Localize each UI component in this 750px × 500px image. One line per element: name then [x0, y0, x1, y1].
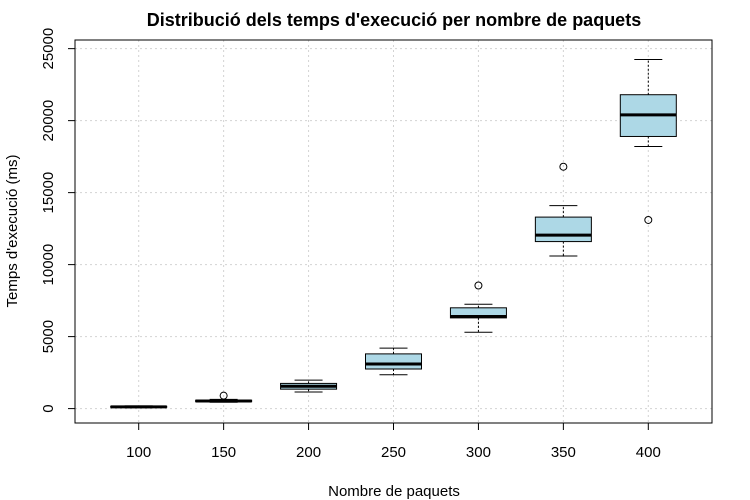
outlier-point — [559, 162, 568, 171]
y-tick-label: 20000 — [40, 100, 57, 142]
box-200 — [280, 379, 338, 393]
x-tick-label: 350 — [551, 444, 576, 461]
y-axis-label: Temps d'execució (ms) — [4, 155, 21, 308]
box-300 — [449, 281, 507, 333]
x-tick-label: 400 — [636, 444, 661, 461]
box-350 — [534, 162, 592, 257]
grid-lines — [75, 40, 712, 423]
x-tick-label: 100 — [126, 444, 151, 461]
outlier-point — [644, 215, 653, 224]
box-150 — [195, 391, 253, 403]
x-axis: 100 150 200 250 300 350 400 — [126, 423, 661, 461]
y-tick-label: 0 — [40, 404, 57, 412]
chart-title: Distribució dels temps d'execució per no… — [147, 10, 641, 30]
box-250 — [365, 347, 422, 376]
y-tick-label: 15000 — [40, 172, 57, 214]
box-100 — [110, 405, 168, 409]
y-axis: 0 5000 10000 15000 20000 25000 — [40, 28, 75, 413]
outlier-point — [474, 281, 483, 290]
x-tick-label: 300 — [466, 444, 491, 461]
y-tick-label: 5000 — [40, 320, 57, 353]
y-tick-label: 25000 — [40, 28, 57, 70]
box-400 — [619, 58, 677, 224]
box-iqr — [365, 353, 422, 370]
y-tick-label: 10000 — [40, 244, 57, 286]
boxes-layer — [110, 58, 677, 409]
box-iqr — [534, 216, 592, 243]
x-axis-label: Nombre de paquets — [328, 483, 460, 500]
outlier-point — [219, 391, 228, 400]
x-tick-label: 250 — [381, 444, 406, 461]
x-tick-label: 150 — [211, 444, 236, 461]
x-tick-label: 200 — [296, 444, 321, 461]
